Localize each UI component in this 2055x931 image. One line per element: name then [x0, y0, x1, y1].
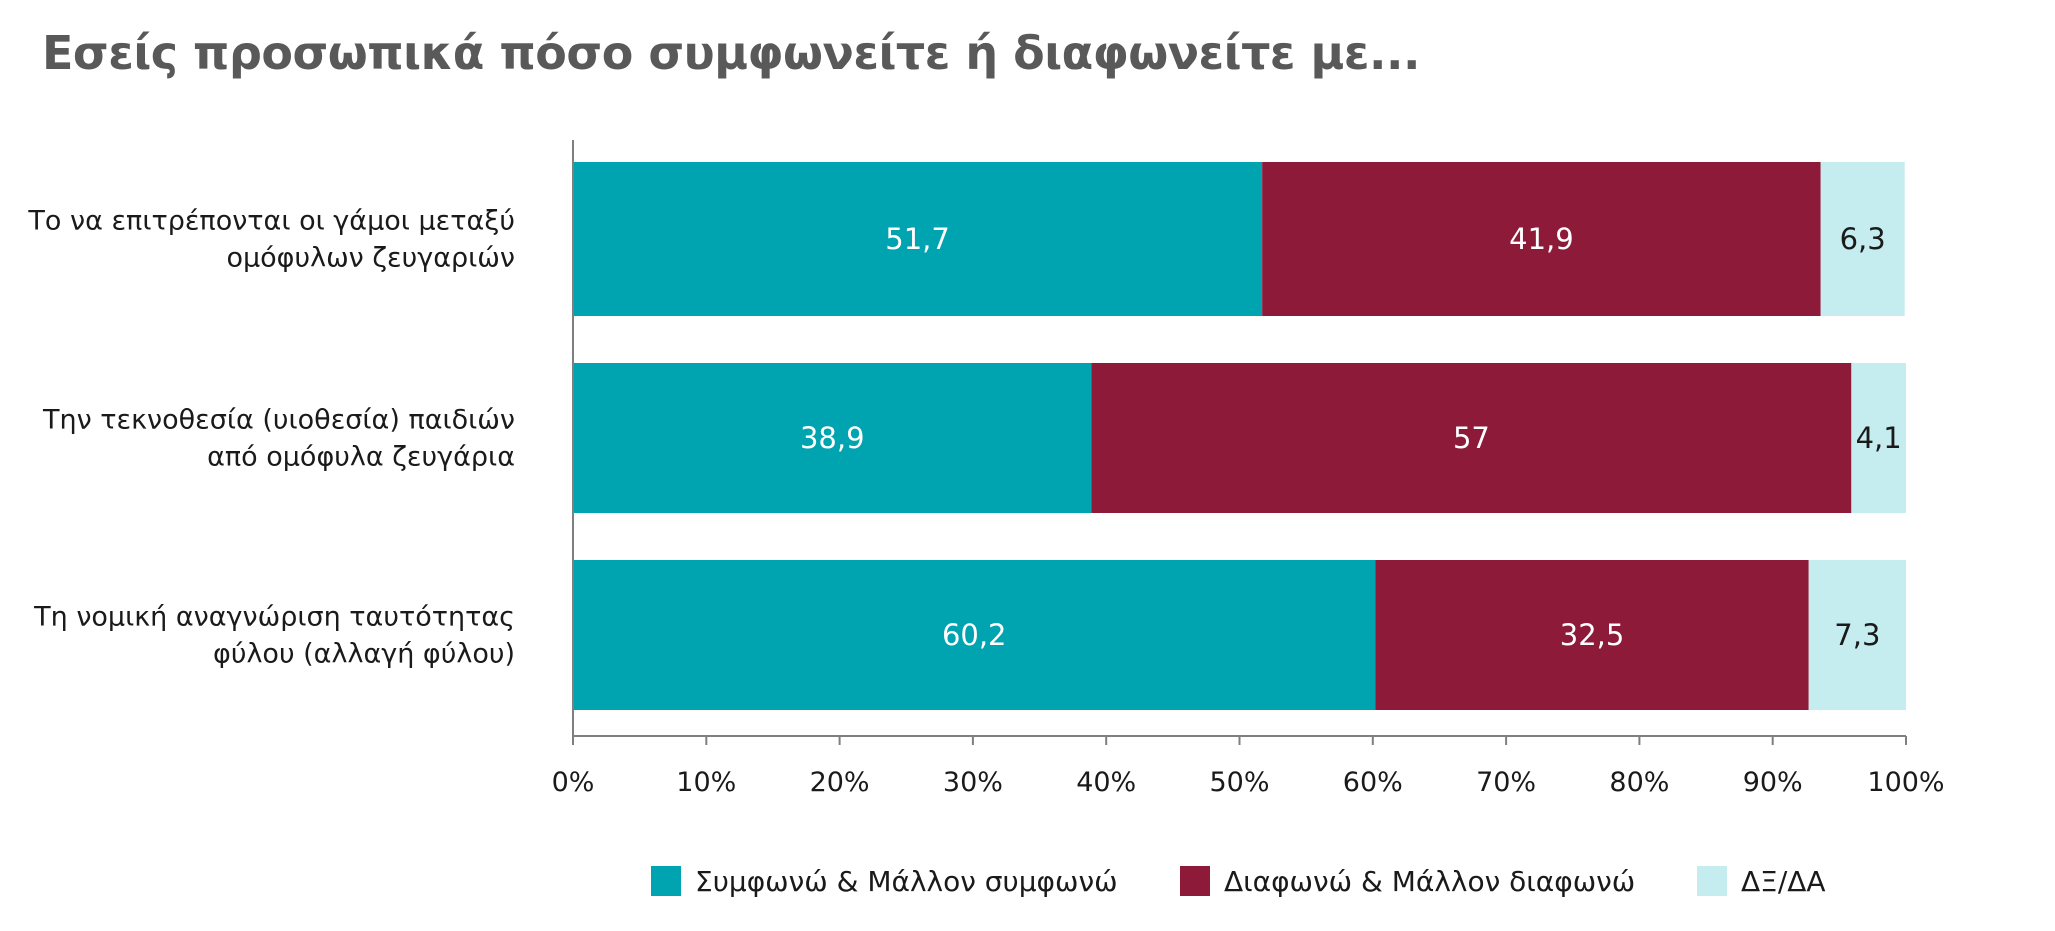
legend-swatch	[1697, 866, 1727, 896]
data-label: 4,1	[1856, 421, 1902, 455]
x-tick-label: 30%	[943, 767, 1003, 798]
bar-segment	[1851, 363, 1906, 513]
data-label: 51,7	[885, 222, 950, 256]
category-label: Την τεκνοθεσία (υιοθεσία) παιδιών	[42, 405, 515, 436]
bars-layer	[573, 162, 1906, 710]
x-tick-label: 100%	[1867, 767, 1944, 798]
data-label: 6,3	[1840, 222, 1886, 256]
data-label: 41,9	[1509, 222, 1574, 256]
legend-swatch	[1180, 866, 1210, 896]
x-tick-label: 10%	[676, 767, 736, 798]
bar-segment	[1091, 363, 1852, 513]
legend-label: ΔΞ/ΔΑ	[1741, 865, 1826, 898]
chart-title: Εσείς προσωπικά πόσο συμφωνείτε ή διαφων…	[42, 26, 1420, 80]
x-tick-label: 20%	[810, 767, 870, 798]
x-tick-label: 80%	[1609, 767, 1669, 798]
legend-layer: Συμφωνώ & Μάλλον συμφωνώ Διαφωνώ & Μάλλον…	[651, 865, 1826, 898]
x-tick-label: 0%	[552, 767, 595, 798]
category-label: φύλου (αλλαγή φύλου)	[213, 639, 515, 670]
bar-segment	[573, 363, 1092, 513]
labels-layer: 51,7 41,9 6,3 Το να επιτρέπονται οι γάμοι μ…	[27, 206, 1901, 670]
category-label: από ομόφυλα ζευγάρια	[207, 442, 515, 473]
x-tick-label: 60%	[1343, 767, 1403, 798]
x-tick-label: 40%	[1076, 767, 1136, 798]
data-label: 32,5	[1560, 618, 1625, 652]
data-label: 60,2	[942, 618, 1007, 652]
bar-segment	[1262, 162, 1821, 316]
bar-segment	[1808, 560, 1906, 710]
data-label: 38,9	[800, 421, 865, 455]
data-label: 57	[1453, 421, 1490, 455]
bar-segment	[573, 162, 1263, 316]
x-tick-label: 50%	[1209, 767, 1269, 798]
data-label: 7,3	[1834, 618, 1880, 652]
x-tick-label: 70%	[1476, 767, 1536, 798]
axis-layer: 0% 10% 20% 30% 40% 50% 60% 70% 80% 90% 100%	[552, 140, 1945, 798]
legend-swatch	[651, 866, 681, 896]
category-label: Τη νομική αναγνώριση ταυτότητας	[33, 602, 515, 633]
bar-segment	[1375, 560, 1809, 710]
category-label: ομόφυλων ζευγαριών	[226, 243, 515, 274]
x-tick-label: 90%	[1743, 767, 1803, 798]
bar-segment	[573, 560, 1376, 710]
bar-segment	[1820, 162, 1905, 316]
legend-label: Διαφωνώ & Μάλλον διαφωνώ	[1224, 865, 1635, 898]
legend-label: Συμφωνώ & Μάλλον συμφωνώ	[695, 865, 1118, 898]
category-label: Το να επιτρέπονται οι γάμοι μεταξύ	[27, 206, 515, 237]
